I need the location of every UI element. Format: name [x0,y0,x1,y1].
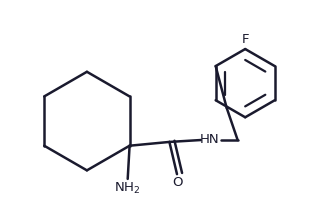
Text: NH$_2$: NH$_2$ [114,181,141,196]
Text: HN: HN [199,133,219,146]
Text: F: F [241,33,249,46]
Text: O: O [173,176,183,189]
